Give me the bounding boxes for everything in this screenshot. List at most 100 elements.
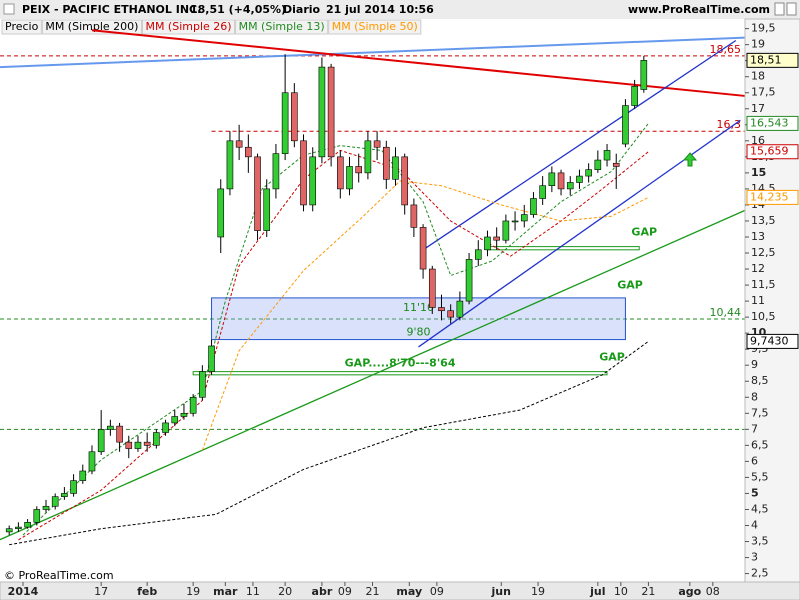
x-tick-label: 2014 (8, 585, 39, 598)
zone-label: 11'10 (403, 301, 434, 314)
candle-body (456, 300, 464, 318)
moving-average (201, 180, 649, 451)
y-tick-label: 5,5 (751, 470, 769, 483)
x-tick-label: 19 (186, 585, 200, 598)
candle-body (272, 153, 280, 190)
candle-body (70, 480, 77, 494)
candle-body (199, 371, 206, 398)
candle-body (88, 451, 96, 472)
last-value-label: 9,7430 (750, 334, 789, 347)
candle-body (410, 204, 418, 228)
candle-body (327, 66, 335, 158)
candle-body (493, 236, 500, 241)
x-tick-label: abr (312, 585, 333, 598)
x-tick-label: 21 (366, 585, 380, 598)
last-value-box (746, 115, 799, 131)
x-tick-label: 11 (246, 585, 260, 598)
arrow-icon (682, 152, 698, 167)
period: Diario (283, 3, 321, 16)
candle-body (530, 198, 537, 215)
trendline (422, 39, 737, 251)
trendline (91, 29, 746, 97)
candle-body (484, 236, 491, 251)
x-tick-label: 09 (430, 585, 444, 598)
legend-box (328, 19, 422, 35)
x-tick-label: 21 (641, 585, 655, 598)
y-tick-label: 19 (751, 38, 765, 51)
candle-body (125, 441, 133, 449)
legend: Precio MM (Simple 200) MM (Simple 26) MM (S… (1, 19, 422, 35)
candle-body (640, 60, 648, 90)
y-tick-label: 11,5 (751, 278, 776, 291)
last-value-label: 15,659 (750, 145, 789, 158)
candle-body (15, 526, 22, 530)
candle-body (116, 425, 123, 443)
y-tick-label: 17 (751, 102, 765, 115)
candle-body (134, 441, 142, 449)
legend-entry: MM (Simple 26) (145, 20, 231, 33)
site: www.ProRealTime.com (628, 3, 770, 16)
price-axis (744, 18, 800, 583)
candle-body (217, 188, 225, 238)
y-tick-label: 19,5 (751, 22, 776, 35)
last-value-box (746, 52, 799, 68)
candle-body (337, 156, 344, 190)
legend-entry: MM (Simple 200) (45, 20, 138, 33)
quote: 18,51 (+4,05%) (190, 3, 286, 16)
y-tick-label: 4,5 (751, 502, 769, 515)
menu-icon[interactable] (3, 3, 15, 15)
y-tick-label: 17,5 (751, 86, 776, 99)
candle-body (226, 140, 234, 190)
candle-body (502, 220, 510, 241)
last-value-label: 18,51 (750, 53, 782, 66)
last-value-label: 14,235 (750, 190, 789, 203)
x-tick-label: jun (491, 585, 511, 598)
candle-body (612, 162, 620, 167)
window-button[interactable] (786, 2, 797, 16)
x-tick-label: 20 (278, 585, 292, 598)
candle-body (585, 169, 592, 177)
candle-body (318, 66, 326, 158)
candle-body (548, 172, 556, 186)
candle-body (5, 528, 13, 533)
candle-body (254, 156, 261, 231)
legend-box (141, 19, 236, 35)
y-tick-label: 7 (751, 422, 758, 435)
y-tick-label: 8 (751, 390, 758, 403)
time-axis (0, 581, 800, 600)
candle-body (465, 259, 473, 302)
candle-body (346, 166, 353, 190)
datetime: 21 jul 2014 10:56 (326, 3, 434, 16)
candle-body (474, 249, 482, 260)
x-tick-label: jul (589, 585, 605, 598)
candle-body (392, 156, 399, 180)
moving-average (22, 123, 649, 536)
candle-body (162, 422, 169, 433)
footer: © ProRealTime.com (4, 569, 114, 582)
moving-average (9, 340, 649, 546)
zone-label: 9'80 (406, 326, 430, 339)
candle-body (189, 396, 197, 414)
candle-body (291, 92, 298, 142)
candle-body (438, 307, 445, 312)
candle-body (382, 146, 390, 180)
level-label: 10,44 (710, 306, 742, 319)
legend-box (235, 19, 329, 35)
y-tick-label: 6,5 (751, 438, 769, 451)
x-tick-label: 17 (94, 585, 108, 598)
y-tick-label: 10,5 (751, 310, 776, 323)
candle-body (373, 140, 381, 148)
zone (211, 297, 626, 341)
x-tick-label: feb (137, 585, 157, 598)
x-tick-label: 19 (531, 585, 545, 598)
candle-body (576, 175, 583, 183)
candle-body (61, 493, 68, 497)
zone-label: GAP (631, 226, 657, 239)
candle-body (511, 220, 519, 223)
window-button[interactable] (774, 2, 785, 16)
y-tick-label: 8,5 (751, 374, 769, 387)
last-value-label: 16,543 (750, 116, 789, 129)
legend-box (1, 19, 42, 35)
y-tick-label: 7,5 (751, 406, 769, 419)
